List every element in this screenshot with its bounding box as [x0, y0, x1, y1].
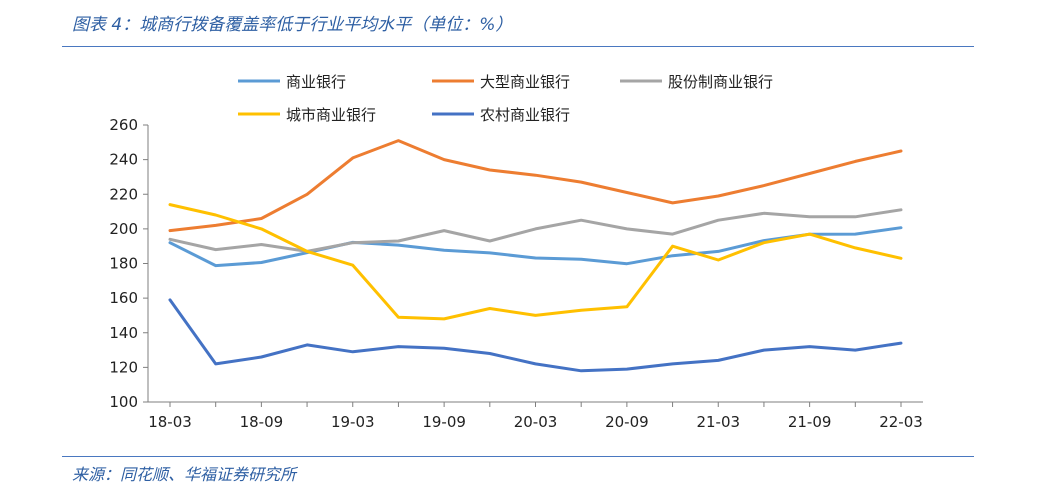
chart-axes [147, 125, 923, 403]
legend-label-2: 大型商业银行 [480, 73, 570, 91]
figure-title: 图表 4：城商行拨备覆盖率低于行业平均水平（单位：%） [72, 15, 513, 35]
y-tick-label: 160 [109, 289, 138, 307]
series-line-5 [168, 298, 903, 373]
y-tick-label: 180 [109, 255, 138, 273]
y-tick-label: 240 [109, 151, 138, 169]
x-tick-label: 22-03 [879, 413, 923, 431]
x-axis-ticks: 18-03 18-09 19-03 19-09 20-03 20-09 21-03 21-09… [148, 402, 923, 431]
x-tick-label: 21-09 [788, 413, 832, 431]
title-divider [62, 46, 974, 47]
x-tick-label: 20-03 [514, 413, 558, 431]
legend-label-3: 股份制商业银行 [668, 73, 773, 91]
y-axis-ticks: 100 120 140 160 180 200 220 240 260 [109, 116, 148, 411]
footer-divider [62, 456, 974, 457]
y-tick-label: 100 [109, 393, 138, 411]
legend-label-5: 农村商业银行 [480, 106, 570, 124]
series-line-2 [168, 139, 903, 233]
y-tick-label: 120 [109, 358, 138, 376]
y-tick-label: 200 [109, 220, 138, 238]
x-tick-label: 19-09 [422, 413, 466, 431]
legend-label-1: 商业银行 [286, 73, 346, 91]
y-tick-label: 140 [109, 324, 138, 342]
y-tick-label: 260 [109, 116, 138, 134]
x-tick-label: 21-03 [696, 413, 740, 431]
source-note: 来源：同花顺、华福证券研究所 [72, 465, 297, 484]
series-lines [168, 139, 903, 373]
series-line-4 [168, 203, 903, 321]
x-tick-label: 20-09 [605, 413, 649, 431]
series-line-3 [168, 208, 903, 253]
x-tick-label: 18-03 [148, 413, 192, 431]
legend-label-4: 城市商业银行 [286, 106, 376, 124]
x-tick-label: 18-09 [240, 413, 284, 431]
y-tick-label: 220 [109, 185, 138, 203]
x-tick-label: 19-03 [331, 413, 375, 431]
